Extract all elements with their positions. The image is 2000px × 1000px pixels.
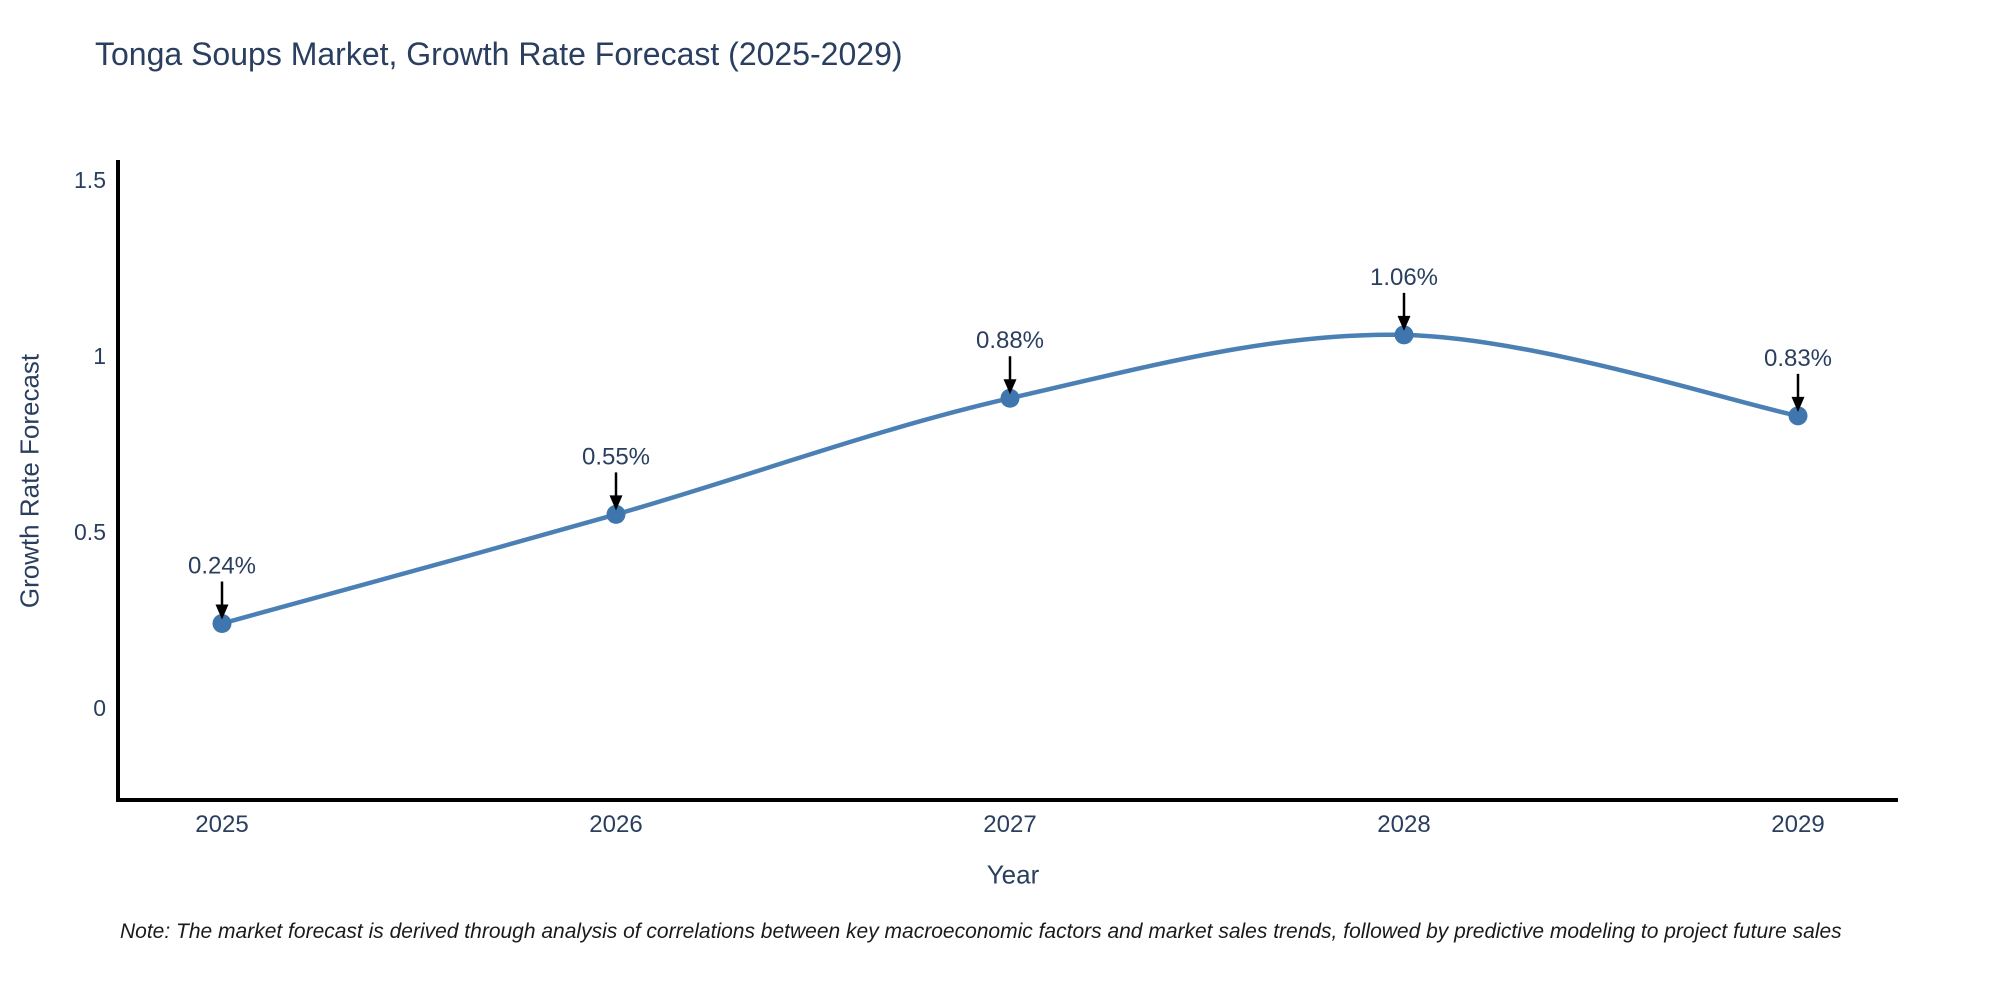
annotation-arrow-head [609,495,623,511]
chart-title: Tonga Soups Market, Growth Rate Forecast… [95,36,903,72]
x-tick-label: 2025 [195,811,248,838]
annotation-arrow-head [215,604,229,620]
annotation-arrow-head [1397,315,1411,331]
data-point-marker [1000,388,1020,408]
annotation-label: 0.55% [582,443,650,470]
x-tick-label: 2028 [1377,811,1430,838]
annotation-label: 1.06% [1370,264,1438,291]
annotation-label: 0.24% [188,553,256,580]
y-tick-label: 0.5 [74,519,106,545]
annotation-label: 0.88% [976,327,1044,354]
data-point-marker [606,504,626,524]
data-point-marker [1788,406,1808,426]
footnote: Note: The market forecast is derived thr… [120,920,1842,943]
data-point-marker [212,614,232,634]
annotation-arrow-head [1003,379,1017,395]
x-axis-title: Year [986,859,1040,890]
y-tick-label: 1.5 [74,167,106,193]
annotation-label: 0.83% [1764,345,1832,372]
x-tick-label: 2029 [1771,811,1824,838]
x-tick-label: 2026 [589,811,642,838]
x-tick-label: 2027 [983,811,1036,838]
data-point-marker [1394,325,1414,345]
y-tick-label: 1 [93,343,106,369]
y-tick-label: 0 [93,695,106,721]
annotation-arrow-head [1791,396,1805,412]
